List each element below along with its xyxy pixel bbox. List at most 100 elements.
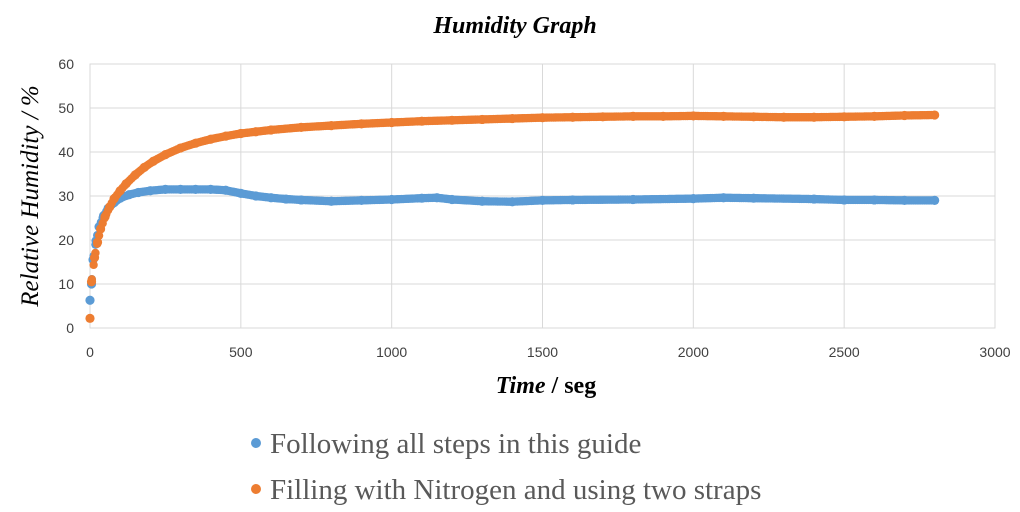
series-2-point: [749, 112, 759, 122]
series-1-point: [869, 195, 879, 205]
series-2-point: [899, 110, 910, 121]
series-2-point: [160, 150, 171, 160]
series-2-point: [296, 122, 306, 132]
series-2-point: [809, 112, 819, 122]
series-2-marker: [89, 260, 98, 270]
legend-marker-2: [251, 484, 261, 494]
series-2-point: [236, 128, 246, 139]
series-1-point: [432, 193, 442, 203]
series-1-point: [326, 196, 336, 206]
y-tick-label: 60: [58, 56, 74, 72]
series-1-point: [145, 186, 155, 196]
series-1-point: [124, 190, 134, 200]
x-tick-label: 500: [229, 344, 253, 360]
series-2-point: [115, 186, 125, 196]
series-2-point: [139, 162, 149, 172]
series-1: [85, 184, 940, 305]
series-1-point: [281, 194, 291, 204]
y-tick-label: 0: [66, 320, 74, 336]
series-2-point: [477, 114, 487, 125]
series-2-point: [718, 111, 729, 121]
x-tick-label: 3000: [979, 344, 1010, 360]
series-2-point: [598, 112, 608, 122]
series-1-point: [266, 193, 276, 203]
series-2-point: [387, 117, 397, 128]
series-1-point: [190, 184, 201, 194]
y-tick-label: 20: [58, 232, 74, 248]
x-axis-label-quantity: Time: [496, 373, 546, 399]
series-2-point: [356, 119, 367, 129]
series-2-point: [86, 277, 97, 287]
series-1-point: [296, 195, 306, 205]
y-tick-label: 50: [58, 100, 74, 116]
y-tick-label: 40: [58, 144, 74, 160]
series-2-point: [869, 111, 879, 121]
series-2-point: [568, 112, 578, 122]
series-2-point: [148, 156, 158, 166]
x-axis-label-unit: / seg: [546, 373, 597, 399]
series-1-point: [133, 187, 143, 198]
series-2-point: [100, 212, 110, 222]
series-1-point: [175, 184, 186, 194]
x-tick-label: 2500: [829, 344, 860, 360]
series-1-point: [206, 184, 216, 194]
series-2-point: [266, 125, 276, 135]
chart-title: Humidity Graph: [432, 13, 596, 39]
legend-label-1: Following all steps in this guide: [270, 428, 641, 460]
series-1-point: [568, 195, 578, 205]
series-1-point: [160, 184, 171, 194]
series-2-point: [89, 253, 100, 263]
series-1-point: [839, 195, 849, 205]
series-1-point: [628, 194, 638, 205]
x-axis-label: Time / seg: [496, 373, 596, 399]
series-2-point: [105, 202, 115, 212]
plot-area: 0 500 1000 1500 2000 2500 3000 0 10 20 30 40 50 60: [58, 56, 1010, 360]
series-2-point: [839, 112, 849, 122]
legend-item-1: Following all steps in this guide: [251, 428, 641, 460]
x-tick-label: 1500: [527, 344, 558, 360]
series-2-point: [688, 111, 698, 121]
series-2-point: [417, 116, 427, 126]
series-1-point: [356, 195, 367, 205]
series-2-point: [190, 138, 201, 148]
legend-label-2: Filling with Nitrogen and using two stra…: [270, 474, 761, 506]
legend-item-2: Filling with Nitrogen and using two stra…: [251, 474, 761, 506]
series-1-point: [899, 195, 910, 205]
x-tick-label: 1000: [376, 344, 407, 360]
series-2-point: [85, 313, 95, 323]
series-2-point: [658, 111, 668, 121]
series-1-point: [387, 194, 397, 205]
series-1-point: [221, 185, 231, 195]
legend: Following all steps in this guide Fillin…: [251, 428, 761, 506]
series-2-point: [326, 121, 336, 131]
series-1-point: [507, 197, 517, 207]
y-tick-label: 30: [58, 188, 74, 204]
series-1-point: [417, 193, 427, 203]
series-1-point: [718, 193, 729, 203]
y-axis-label: Relative Humidity / %: [17, 85, 44, 307]
x-tick-label: 2000: [678, 344, 709, 360]
series-2-point: [779, 112, 789, 122]
legend-marker-1: [251, 438, 261, 448]
series-1-point: [477, 196, 487, 206]
series-2-point: [507, 113, 517, 124]
y-tick-labels: 0 10 20 30 40 50 60: [58, 56, 74, 336]
series-2-point: [930, 110, 940, 120]
series-1-point: [809, 194, 819, 204]
series-2-point: [130, 170, 140, 180]
series-2-point: [121, 179, 131, 189]
series-2-point: [95, 224, 106, 234]
series-1-point: [447, 194, 457, 205]
series-2-point: [206, 134, 216, 144]
series-2-point: [447, 115, 457, 125]
series-1-point: [251, 191, 261, 201]
series-2-point: [92, 237, 103, 247]
series-2-point: [628, 111, 638, 121]
series-2-point: [175, 143, 186, 153]
series-2-point: [251, 127, 261, 137]
x-tick-label: 0: [86, 344, 94, 360]
series-2-point: [109, 194, 119, 204]
y-tick-label: 10: [58, 276, 74, 292]
series-1-point: [749, 193, 759, 203]
